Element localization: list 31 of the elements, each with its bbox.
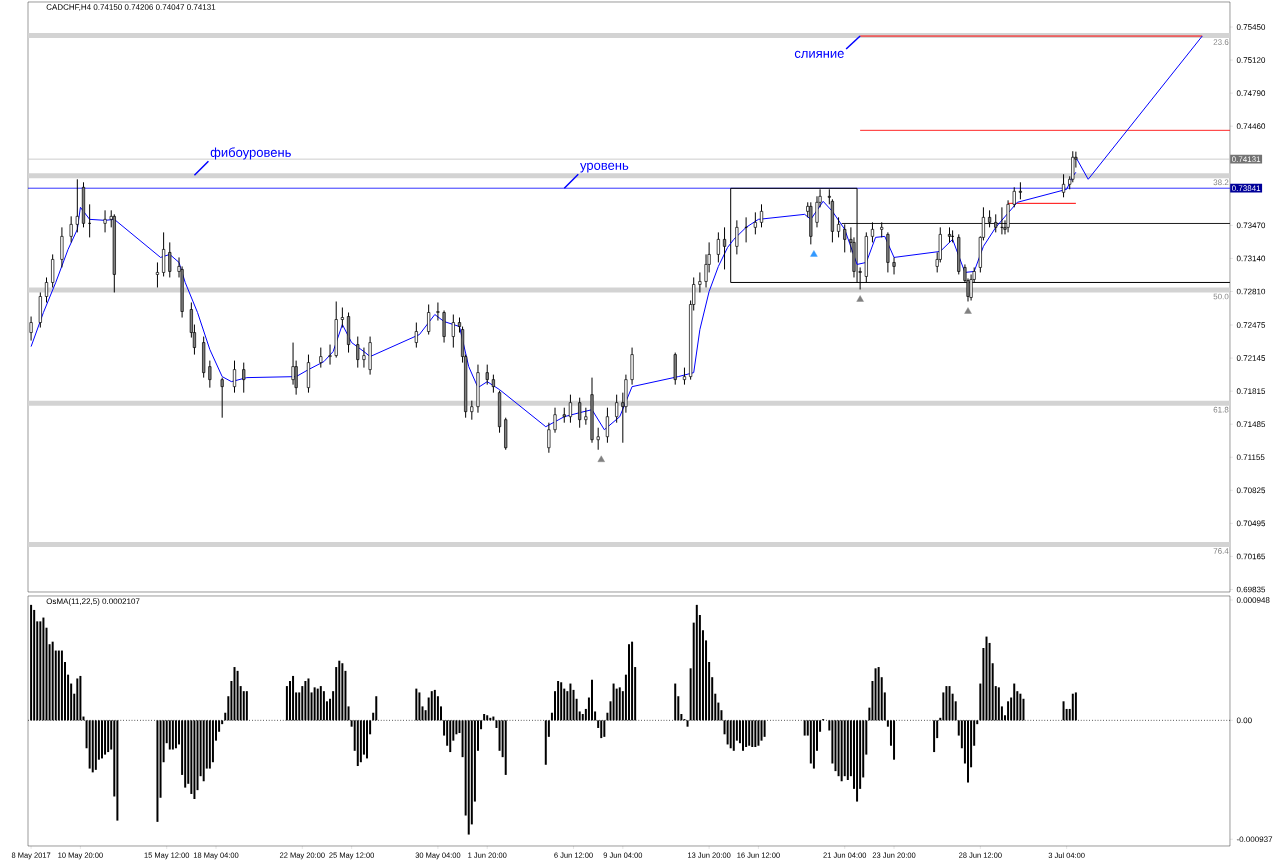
y-tick-label: 0.00 xyxy=(1236,717,1252,724)
annotation: фибоуровень xyxy=(210,147,291,160)
y-tick-label: 0.73470 xyxy=(1236,222,1266,229)
y-tick-label: -0.000937 xyxy=(1236,836,1273,843)
band-label: 61.8 xyxy=(1213,406,1229,413)
y-tick-label: 0.73140 xyxy=(1236,255,1266,262)
y-tick-label: 0.72810 xyxy=(1236,288,1266,295)
y-tick-label: 0.000948 xyxy=(1236,597,1270,603)
band-label: 50.0 xyxy=(1213,293,1229,300)
y-tick-label: 0.70495 xyxy=(1236,520,1266,527)
y-tick-label: 0.75120 xyxy=(1236,57,1266,63)
annotation: слияние xyxy=(794,50,844,58)
y-tick-label: 0.72475 xyxy=(1236,322,1266,328)
y-tick-label: 0.70165 xyxy=(1236,553,1266,560)
y-tick-label: 0.75450 xyxy=(1236,24,1266,30)
y-tick-label: 0.71485 xyxy=(1236,421,1266,428)
y-tick-label: 0.72145 xyxy=(1236,355,1266,361)
band-label: 23.6 xyxy=(1213,39,1229,45)
chart-title: OsMA(11,22,5) 0.0002107 xyxy=(46,598,140,606)
y-tick-label: 0.70825 xyxy=(1236,487,1266,494)
y-tick-label: 0.69835 xyxy=(1236,586,1266,593)
ref-line-label: 0.73841 xyxy=(1231,185,1261,192)
band-label: 38.2 xyxy=(1213,179,1229,186)
band-label: 76.4 xyxy=(1213,548,1229,554)
y-tick-label: 0.74790 xyxy=(1236,90,1266,96)
y-tick-label: 0.71815 xyxy=(1236,388,1266,394)
chart-title: CADCHF,H4 0.74150 0.74206 0.74047 0.74131 xyxy=(46,4,216,11)
y-tick-label: 0.71155 xyxy=(1236,454,1265,461)
annotation: уровень xyxy=(580,162,629,173)
ref-line-label: 0.74131 xyxy=(1231,156,1261,162)
y-tick-label: 0.74460 xyxy=(1236,123,1266,130)
